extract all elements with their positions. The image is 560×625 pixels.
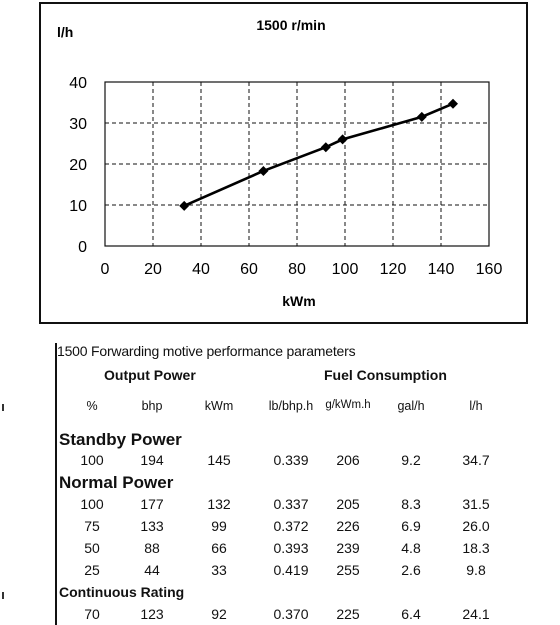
y-tick-label: 30: [69, 116, 87, 133]
y-axis-label: l/h: [57, 24, 73, 40]
table-cell: 70: [84, 606, 100, 622]
table-cell: 205: [336, 496, 360, 512]
margin-tick: [2, 404, 4, 411]
table-cell: 9.8: [466, 562, 486, 578]
margin-tick: [2, 592, 4, 599]
table-cell: 6.9: [401, 518, 421, 534]
table-cell: 145: [207, 452, 231, 468]
x-axis-label: kWm: [282, 293, 315, 309]
table-cell: 177: [140, 496, 164, 512]
table-cell: 225: [336, 606, 360, 622]
data-point-marker: [179, 200, 190, 211]
table-cell: 44: [144, 562, 160, 578]
table-cell: 66: [211, 540, 227, 556]
line-chart: 1500 r/min l/h kWm 0 20 40 60 80 100 120 140 160…: [57, 17, 503, 309]
x-tick-label: 20: [144, 261, 162, 278]
x-tick-label: 160: [476, 261, 503, 278]
section-label: Normal Power: [59, 473, 174, 492]
section-label: Continuous Rating: [59, 584, 185, 600]
y-tick-label: 40: [69, 75, 87, 92]
table-cell: 34.7: [462, 452, 490, 468]
table-cell: 26.0: [462, 518, 490, 534]
table-cell: 75: [84, 518, 100, 534]
x-tick-label: 0: [101, 261, 110, 278]
table-cell: 24.1: [462, 606, 490, 622]
table-cell: 4.8: [401, 540, 421, 556]
table-left-border: [55, 343, 57, 625]
x-tick-label: 120: [380, 261, 407, 278]
chart-title: 1500 r/min: [256, 17, 325, 33]
x-tick-label: 60: [240, 261, 258, 278]
column-header: l/h: [469, 399, 483, 413]
column-header: kWm: [204, 399, 234, 413]
data-point-marker: [320, 142, 331, 153]
group-header-output: Output Power: [104, 367, 196, 383]
plot-area: [104, 81, 490, 247]
table-cell: 88: [144, 540, 160, 556]
table-cell: 132: [207, 496, 231, 512]
data-point-marker: [416, 111, 427, 122]
column-header: g/kWm.h: [325, 399, 371, 411]
column-header: gal/h: [397, 399, 425, 413]
table-cell: 206: [336, 452, 360, 468]
table-cell: 2.6: [401, 562, 421, 578]
table-cell: 239: [336, 540, 360, 556]
table-cell: 0.370: [273, 606, 309, 622]
column-header: bhp: [141, 399, 163, 413]
data-point-marker: [258, 165, 269, 176]
table-cell: 0.372: [273, 518, 309, 534]
y-tick-label: 20: [69, 157, 87, 174]
table-cell: 100: [80, 496, 104, 512]
x-tick-label: 100: [332, 261, 359, 278]
y-tick-label: 10: [69, 198, 87, 215]
table-cell: 0.337: [273, 496, 309, 512]
table-title: 1500 Forwarding motive performance param…: [57, 343, 356, 359]
data-point-marker: [337, 134, 348, 145]
table-cell: 226: [336, 518, 360, 534]
chart-frame: 1500 r/min l/h kWm 0 20 40 60 80 100 120 140 160…: [39, 2, 528, 324]
table-cell: 0.419: [273, 562, 309, 578]
table-cell: 31.5: [462, 496, 490, 512]
table-cell: 8.3: [401, 496, 421, 512]
table-cell: 9.2: [401, 452, 421, 468]
column-header: %: [86, 399, 98, 413]
x-tick-label: 140: [428, 261, 455, 278]
table-cell: 133: [140, 518, 164, 534]
table-cell: 100: [80, 452, 104, 468]
table-cell: 33: [211, 562, 227, 578]
table-cell: 123: [140, 606, 164, 622]
series-line: [183, 102, 454, 208]
table-cell: 194: [140, 452, 164, 468]
section-label: Standby Power: [59, 430, 182, 449]
table-cell: 92: [211, 606, 227, 622]
group-header-fuel: Fuel Consumption: [324, 367, 447, 383]
table-cell: 18.3: [462, 540, 490, 556]
table-cell: 50: [84, 540, 100, 556]
table-cell: 25: [84, 562, 100, 578]
x-tick-label: 80: [288, 261, 306, 278]
column-header: lb/bhp.h: [268, 399, 314, 413]
x-tick-label: 40: [192, 261, 210, 278]
table-cell: 0.339: [273, 452, 309, 468]
data-point-marker: [448, 98, 458, 109]
table-cell: 99: [211, 518, 227, 534]
y-tick-label: 0: [78, 239, 87, 256]
table-cell: 6.4: [401, 606, 421, 622]
table-cell: 0.393: [273, 540, 309, 556]
table-cell: 255: [336, 562, 360, 578]
